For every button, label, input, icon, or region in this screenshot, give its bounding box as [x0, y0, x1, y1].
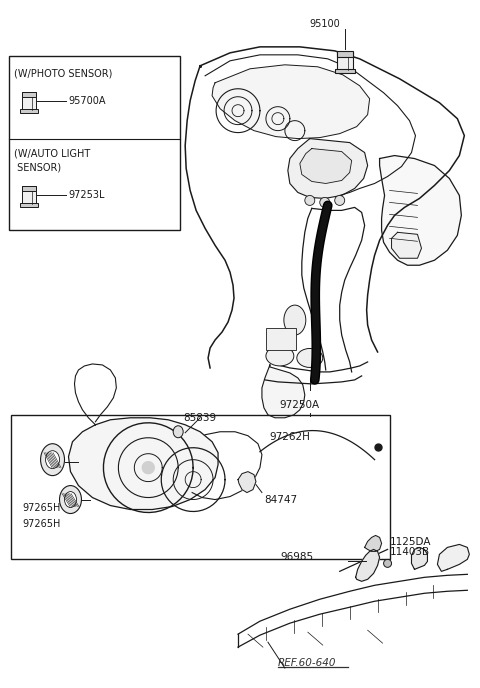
Circle shape — [320, 197, 330, 207]
Ellipse shape — [60, 486, 82, 513]
Polygon shape — [437, 544, 469, 571]
Text: 97253L: 97253L — [69, 191, 105, 200]
Bar — [20, 204, 37, 207]
Polygon shape — [288, 138, 368, 198]
Polygon shape — [380, 155, 461, 266]
Bar — [22, 186, 36, 191]
Ellipse shape — [297, 349, 323, 367]
Text: 95700A: 95700A — [69, 96, 106, 106]
Ellipse shape — [284, 305, 306, 335]
Circle shape — [335, 195, 345, 206]
Text: 96985: 96985 — [280, 552, 313, 562]
Text: 97250A: 97250A — [280, 400, 320, 410]
Text: 97262H: 97262H — [269, 431, 310, 442]
Ellipse shape — [46, 451, 60, 469]
Bar — [22, 92, 36, 109]
Bar — [266, 328, 296, 350]
Polygon shape — [365, 535, 382, 551]
Polygon shape — [392, 233, 421, 258]
Text: 1125DA: 1125DA — [390, 537, 431, 548]
Text: 85839: 85839 — [183, 413, 216, 423]
Polygon shape — [238, 472, 256, 493]
Text: (W/PHOTO SENSOR): (W/PHOTO SENSOR) — [13, 69, 112, 79]
Bar — [11, 415, 390, 559]
Ellipse shape — [41, 444, 64, 475]
Text: 84747: 84747 — [264, 495, 297, 504]
Bar — [20, 109, 37, 113]
Polygon shape — [69, 418, 218, 510]
Circle shape — [305, 195, 315, 206]
Ellipse shape — [173, 426, 183, 438]
Text: SENSOR): SENSOR) — [13, 162, 61, 173]
Bar — [9, 56, 180, 230]
Bar — [336, 51, 353, 57]
Bar — [336, 52, 353, 69]
Bar — [22, 92, 36, 97]
Text: 11403B: 11403B — [390, 548, 430, 557]
Text: REF.60-640: REF.60-640 — [278, 658, 336, 668]
Ellipse shape — [64, 491, 76, 508]
Text: 95100: 95100 — [310, 19, 340, 29]
Bar — [335, 69, 355, 73]
Polygon shape — [212, 65, 370, 138]
Bar — [22, 186, 36, 204]
Polygon shape — [411, 548, 428, 570]
Polygon shape — [300, 149, 352, 184]
Polygon shape — [262, 365, 305, 418]
Ellipse shape — [266, 346, 294, 366]
Text: (W/AUTO LIGHT: (W/AUTO LIGHT — [13, 149, 90, 158]
Text: 97265H: 97265H — [23, 502, 61, 513]
Polygon shape — [356, 550, 380, 581]
Polygon shape — [142, 462, 154, 473]
Circle shape — [384, 559, 392, 568]
Text: 97265H: 97265H — [23, 519, 61, 530]
